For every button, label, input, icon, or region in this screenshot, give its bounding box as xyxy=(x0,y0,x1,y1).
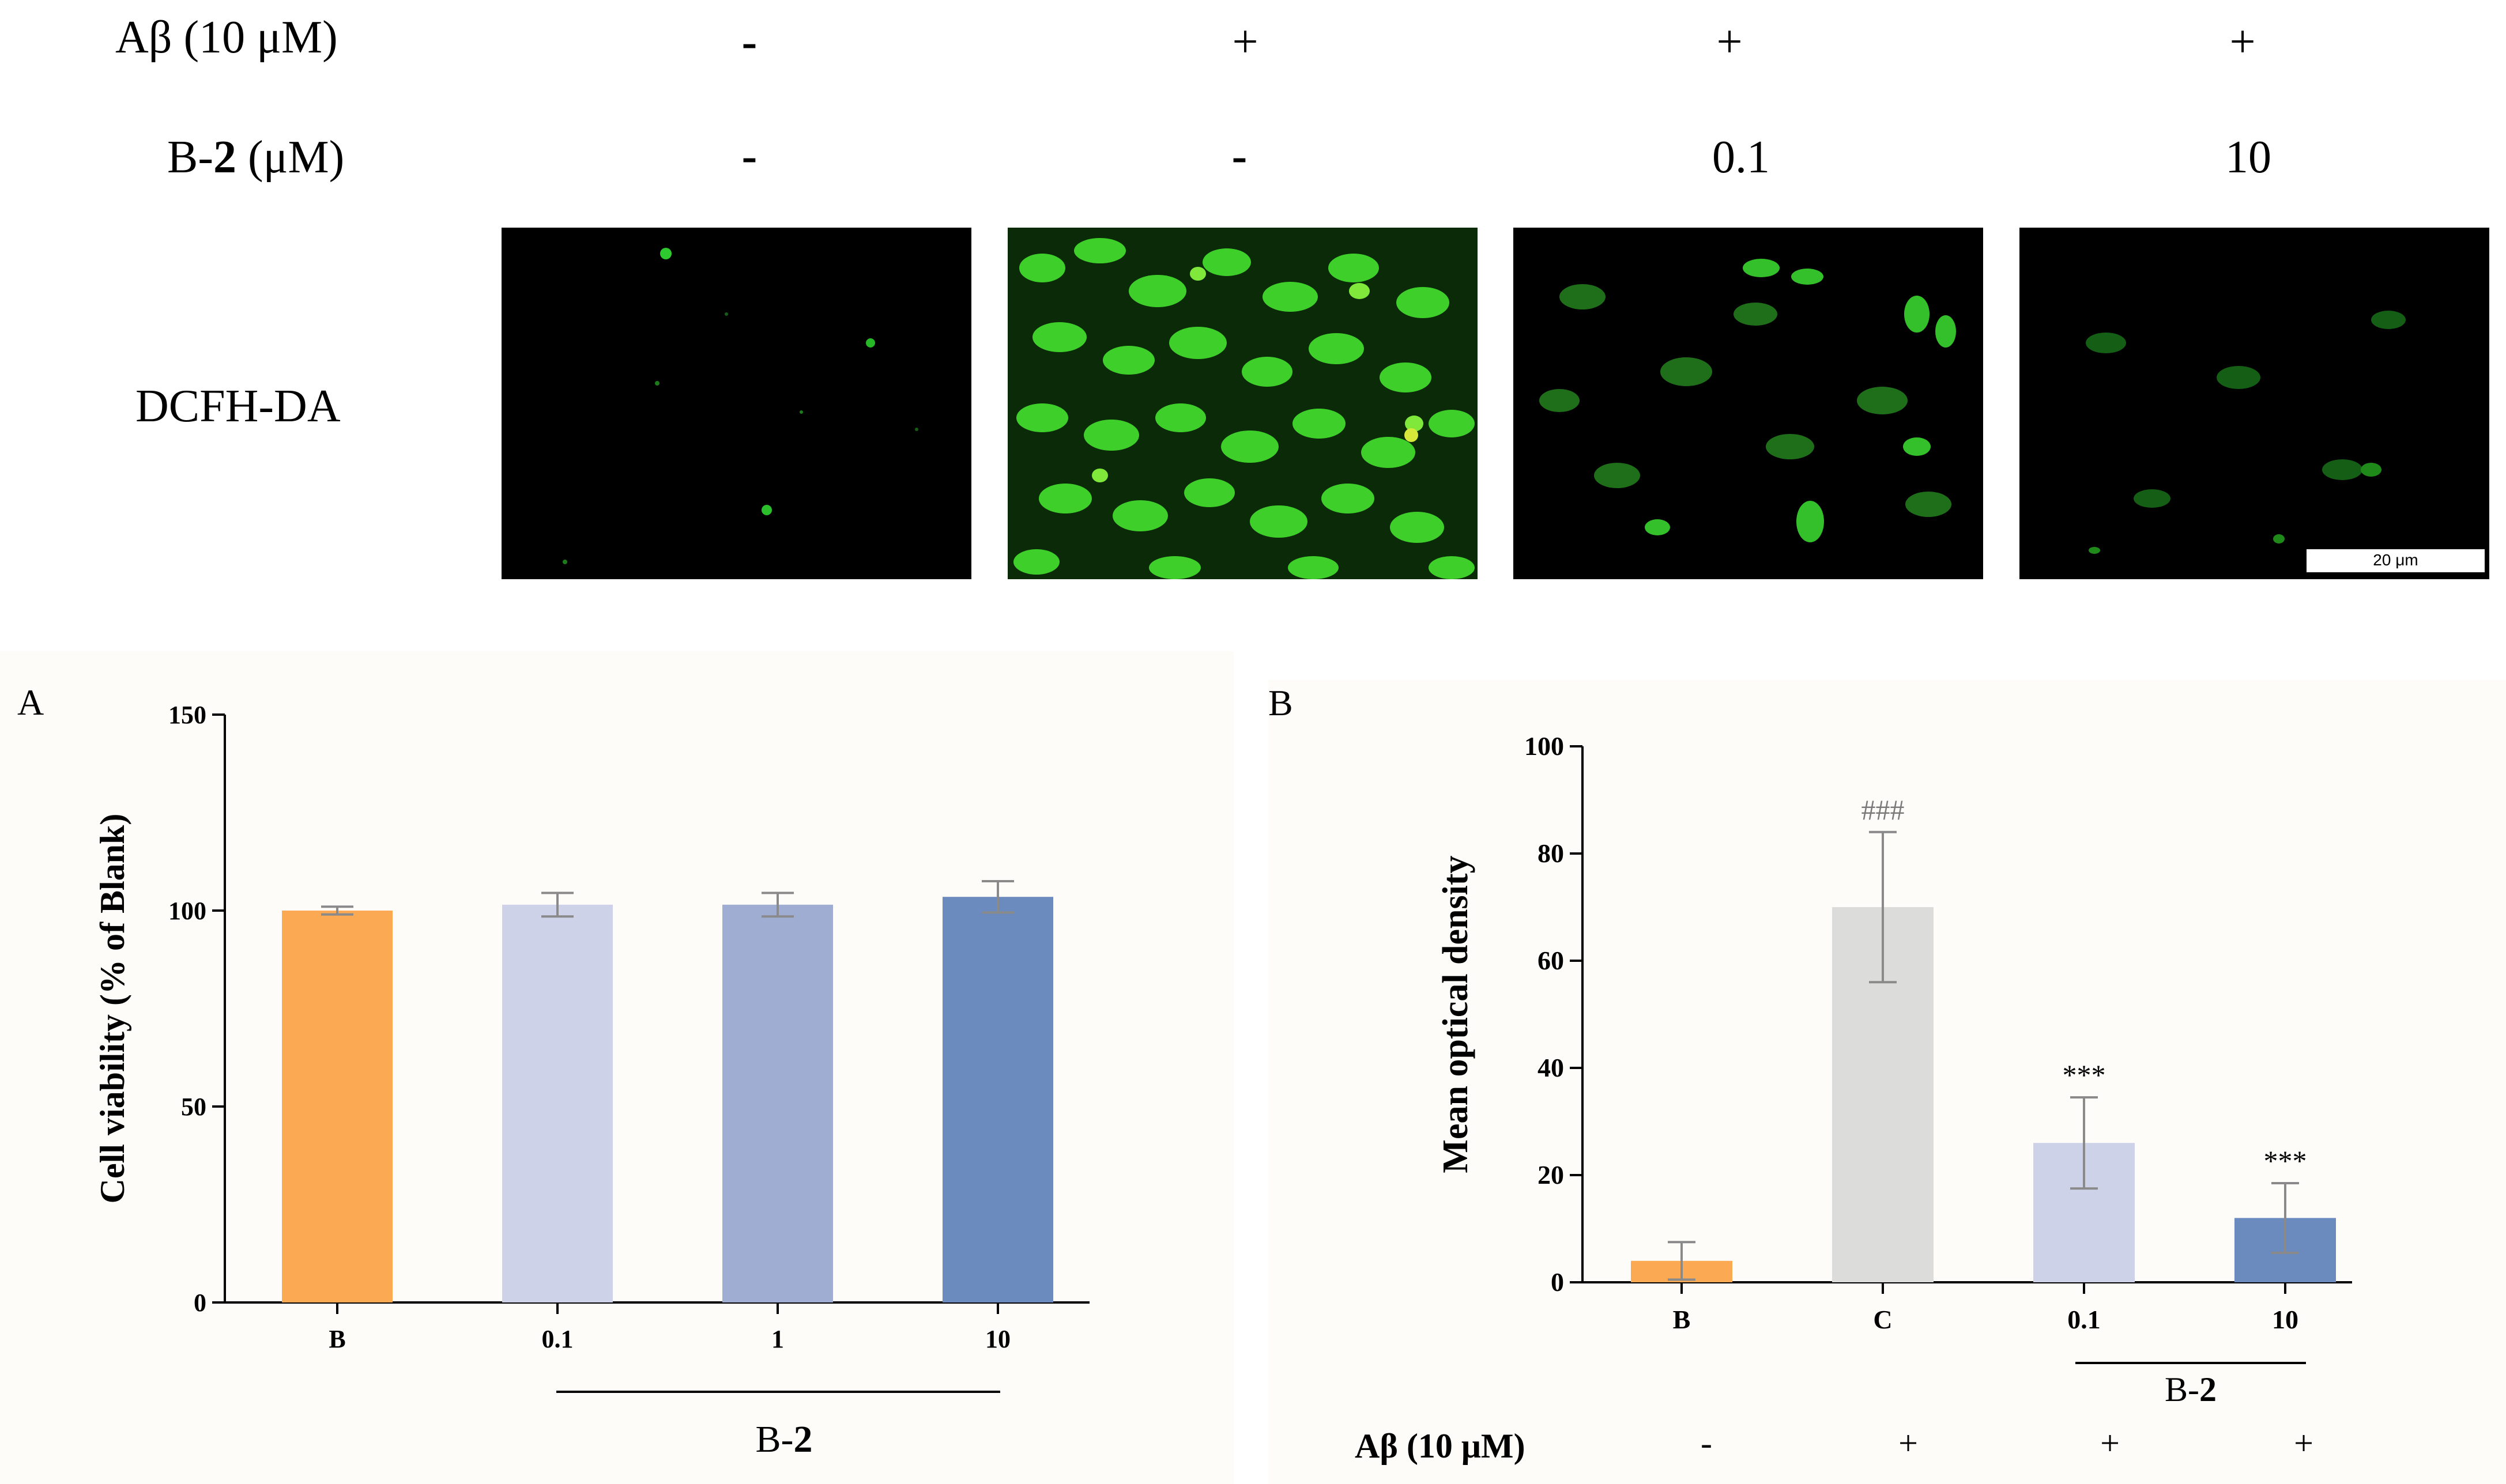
scale-bar: 20 μm xyxy=(2305,547,2486,574)
micrograph-abeta-b2-high-image xyxy=(2086,311,2406,554)
panel-b: B 0 20 40 60 80 100 Mean optical density B C ### 0… xyxy=(1268,680,2506,1484)
panel-b-abeta-value-3: + xyxy=(2100,1424,2120,1462)
panel-b-abeta-value-4: + xyxy=(2294,1424,2313,1462)
panel-a-bar xyxy=(282,911,393,1302)
panel-b-abeta-label: Aβ (10 μM) xyxy=(1355,1427,1525,1465)
panel-a-y-tick-label: 0 xyxy=(194,1289,206,1317)
panel-a-y-tick-label: 100 xyxy=(168,897,206,925)
b2-value-2: - xyxy=(1231,131,1248,182)
panel-a-x-tick-label: B xyxy=(329,1325,345,1353)
panel-b-y-tick-label: 20 xyxy=(1537,1160,1564,1190)
micrograph-abeta xyxy=(1008,228,1478,579)
panel-b-chart: 0 20 40 60 80 100 Mean optical density B C ### 0.1… xyxy=(1436,731,2352,1364)
abeta-value-3: + xyxy=(1716,17,1743,67)
panel-b-y-tick-label: 60 xyxy=(1537,946,1564,975)
panel-a-chart: 0 50 100 150 Cell viability (% of Blank) B 0.1… xyxy=(93,701,1090,1393)
panel-b-abeta-value-2: + xyxy=(1898,1424,1918,1462)
panel-a-bar xyxy=(502,904,613,1302)
abeta-value-1: - xyxy=(741,17,758,67)
abeta-value-4: + xyxy=(2229,17,2256,67)
micrograph-abeta-b2-low-image xyxy=(1539,259,1956,542)
micrograph-control-image xyxy=(563,248,918,564)
panel-a-x-tick-label: 0.1 xyxy=(542,1325,574,1353)
panel-b-group-label: B-2 xyxy=(2165,1370,2217,1409)
b2-value-3: 0.1 xyxy=(1712,132,1770,183)
panel-b-significance-label: ### xyxy=(1861,794,1905,826)
panel-b-y-tick-label: 100 xyxy=(1524,731,1564,761)
panel-b-x-tick-label: B xyxy=(1673,1305,1691,1334)
abeta-row-label: Aβ (10 μM) xyxy=(115,12,338,63)
panel-a-y-tick-label: 50 xyxy=(181,1093,206,1121)
panel-a-bar xyxy=(943,897,1053,1302)
panel-b-y-tick-label: 80 xyxy=(1537,839,1564,868)
panel-a-x-tick-label: 10 xyxy=(985,1325,1011,1353)
panel-b-letter: B xyxy=(1268,682,1293,723)
panel-b-x-tick-label: 10 xyxy=(2272,1305,2298,1334)
panel-a-letter: A xyxy=(17,682,44,723)
micrograph-abeta-b2-high: 20 μm xyxy=(2019,228,2489,579)
panel-b-y-tick-label: 0 xyxy=(1551,1267,1564,1297)
panel-b-y-tick-label: 40 xyxy=(1537,1053,1564,1082)
panel-a-group-label: B-2 xyxy=(755,1418,813,1460)
micrograph-abeta-image xyxy=(1008,228,1478,579)
panel-b-significance-label: *** xyxy=(2063,1059,2106,1091)
b2-value-4: 10 xyxy=(2225,132,2271,183)
panel-b-significance-label: *** xyxy=(2264,1145,2307,1177)
b2-value-1: - xyxy=(741,131,758,182)
scale-bar-label: 20 μm xyxy=(2373,551,2418,569)
panel-a-y-axis-label: Cell viability (% of Blank) xyxy=(93,814,131,1204)
panel-a-bar xyxy=(722,904,833,1302)
micrograph-abeta-b2-low xyxy=(1513,228,1983,579)
panel-b-x-tick-label: 0.1 xyxy=(2067,1305,2101,1334)
abeta-value-2: + xyxy=(1232,17,1258,67)
panel-b-abeta-value-1: - xyxy=(1701,1424,1712,1462)
panel-b-y-axis-label: Mean optical density xyxy=(1436,855,1475,1173)
panel-a: A 0 50 100 150 Cell viability (% of Blank) B 0… xyxy=(0,651,1234,1484)
panel-a-y-tick-label: 150 xyxy=(168,701,206,729)
b2-row-label: B-2 (μM) xyxy=(167,132,345,183)
panel-a-x-tick-label: 1 xyxy=(771,1325,784,1353)
panel-b-x-tick-label: C xyxy=(1873,1305,1892,1334)
dcfh-da-label: DCFH-DA xyxy=(135,381,341,432)
micrograph-control xyxy=(502,228,971,579)
